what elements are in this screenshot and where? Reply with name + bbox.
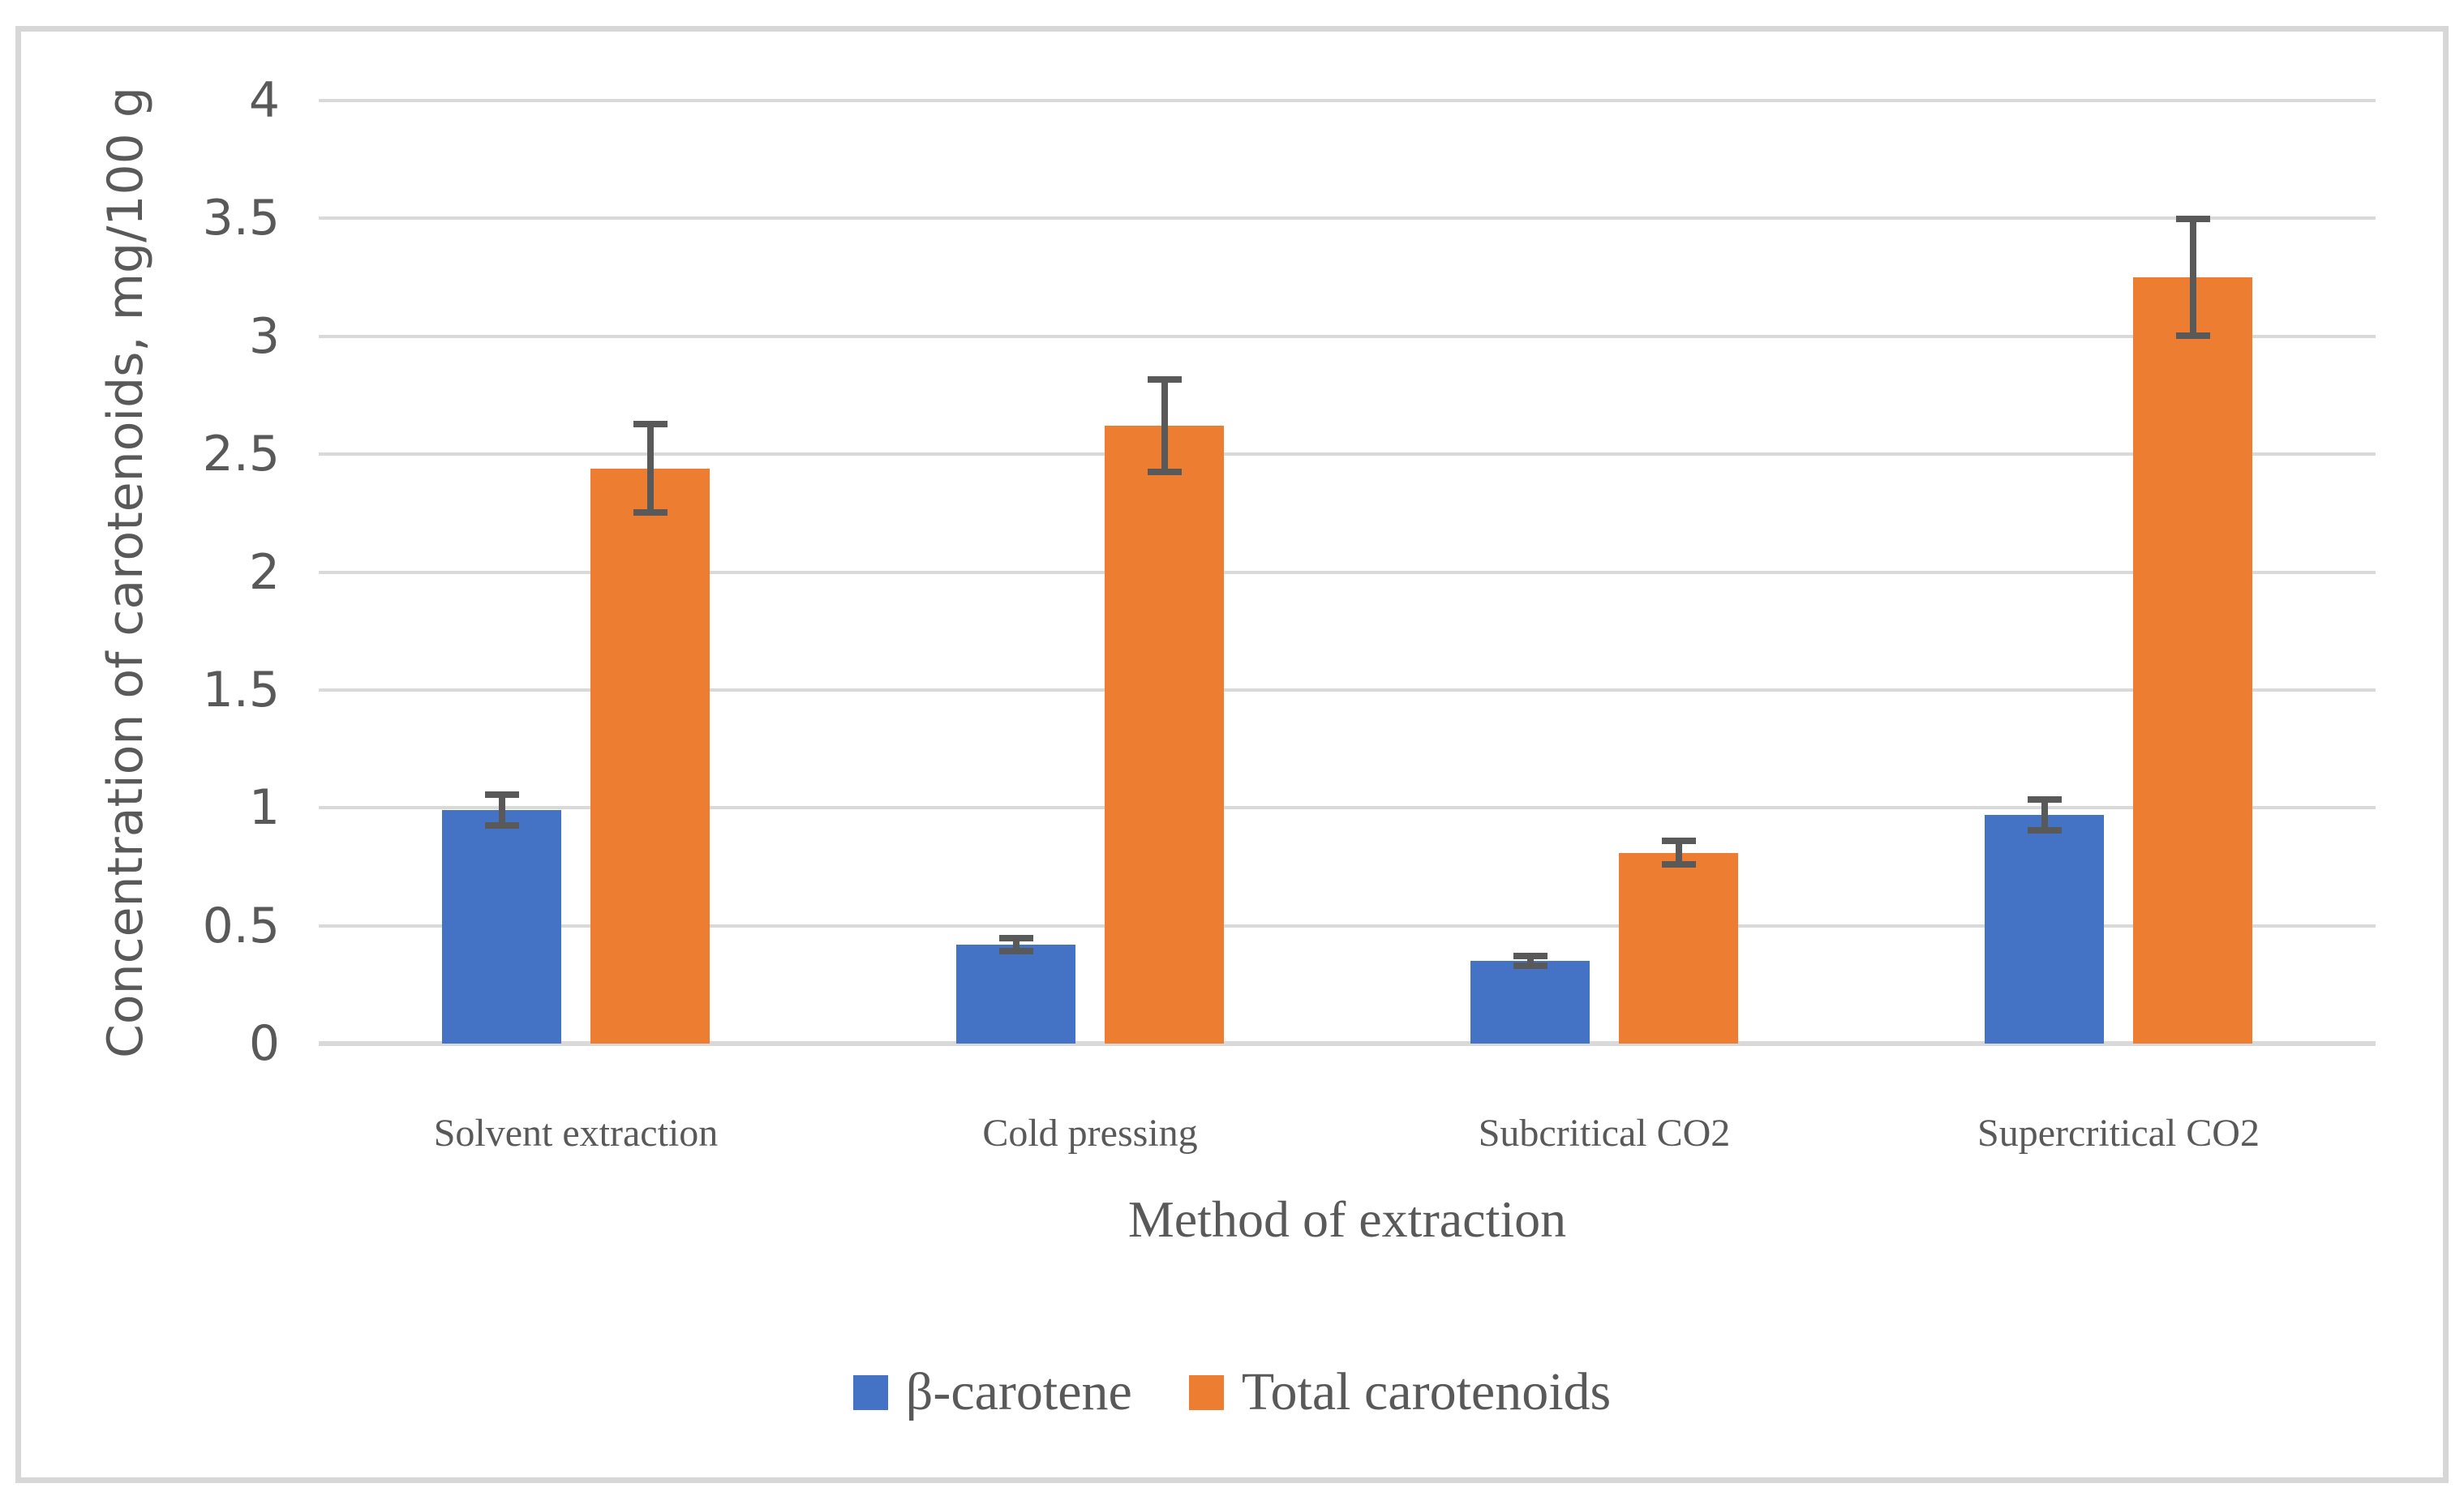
error-bar-cap-top: [2175, 216, 2210, 223]
error-bar: [1147, 376, 1182, 476]
error-bar-cap-bottom: [998, 947, 1033, 954]
x-axis-line: [319, 1041, 2376, 1046]
error-bar-line: [1526, 953, 1534, 970]
gridline: [319, 216, 2376, 221]
error-bar-line: [1161, 376, 1168, 476]
error-bar-line: [1012, 935, 1020, 954]
gridline: [319, 924, 2376, 928]
error-bar-line: [498, 791, 505, 830]
bar-beta-carotene: [956, 944, 1075, 1044]
error-bar-cap-top: [1513, 953, 1548, 960]
y-tick-label: 4: [248, 72, 280, 129]
error-bar-cap-bottom: [1513, 962, 1548, 970]
legend: β-carotene Total carotenoids: [0, 1364, 2464, 1421]
bar-total-carotenoids: [1619, 852, 1738, 1044]
error-bar: [633, 421, 668, 516]
y-tick-label: 0.5: [202, 897, 280, 954]
x-axis-title: Method of extraction: [1127, 1190, 1567, 1248]
gridline: [319, 806, 2376, 810]
y-tick-label: 2.5: [202, 426, 280, 483]
plot-area: [319, 99, 2376, 1046]
bar-beta-carotene: [442, 810, 561, 1044]
bar-beta-carotene: [1985, 814, 2104, 1044]
error-bar: [2175, 216, 2210, 339]
gridline: [319, 334, 2376, 338]
error-bar-line: [2189, 216, 2196, 339]
error-bar-cap-top: [2027, 795, 2062, 803]
y-tick-label: 3.5: [202, 190, 280, 247]
error-bar: [2027, 795, 2062, 834]
y-tick-label: 0: [248, 1015, 280, 1072]
error-bar-cap-bottom: [2175, 332, 2210, 339]
error-bar-cap-bottom: [484, 822, 519, 830]
gridline: [319, 570, 2376, 574]
legend-label: Total carotenoids: [1241, 1362, 1612, 1421]
category-label: Cold pressing: [982, 1112, 1198, 1155]
y-tick-label: 1.5: [202, 661, 280, 718]
legend-swatch: [1188, 1374, 1224, 1410]
error-bar: [1513, 953, 1548, 970]
gridline: [319, 688, 2376, 692]
gridline: [319, 99, 2376, 102]
error-bar-cap-top: [484, 791, 519, 798]
figure-frame: [15, 26, 2449, 1483]
bar-total-carotenoids: [590, 468, 710, 1044]
error-bar-cap-bottom: [1661, 861, 1696, 868]
error-bar-cap-top: [998, 935, 1033, 942]
bar-beta-carotene: [1470, 961, 1590, 1044]
error-bar-line: [2041, 795, 2048, 834]
category-label: Subcritical CO2: [1478, 1112, 1731, 1155]
bar-total-carotenoids: [1105, 426, 1224, 1044]
legend-item: Total carotenoids: [1188, 1362, 1612, 1421]
legend-label: β-carotene: [905, 1362, 1132, 1421]
error-bar-line: [646, 421, 654, 516]
gridline: [319, 452, 2376, 457]
bar-total-carotenoids: [2133, 277, 2252, 1044]
error-bar-cap-bottom: [2027, 827, 2062, 834]
error-bar-cap-top: [633, 421, 668, 428]
y-tick-label: 1: [248, 779, 280, 837]
error-bar: [484, 791, 519, 830]
error-bar-cap-top: [1661, 837, 1696, 844]
legend-item: β-carotene: [852, 1362, 1132, 1421]
y-tick-label: 3: [248, 307, 280, 365]
error-bar: [998, 935, 1033, 954]
error-bar-line: [1675, 837, 1682, 868]
category-label: Solvent extraction: [433, 1112, 719, 1155]
legend-swatch: [852, 1374, 888, 1410]
error-bar: [1661, 837, 1696, 868]
error-bar-cap-top: [1147, 376, 1182, 384]
y-tick-label: 2: [248, 543, 280, 601]
error-bar-cap-bottom: [633, 508, 668, 516]
category-label: Supercritical CO2: [1977, 1112, 2260, 1155]
error-bar-cap-bottom: [1147, 469, 1182, 476]
